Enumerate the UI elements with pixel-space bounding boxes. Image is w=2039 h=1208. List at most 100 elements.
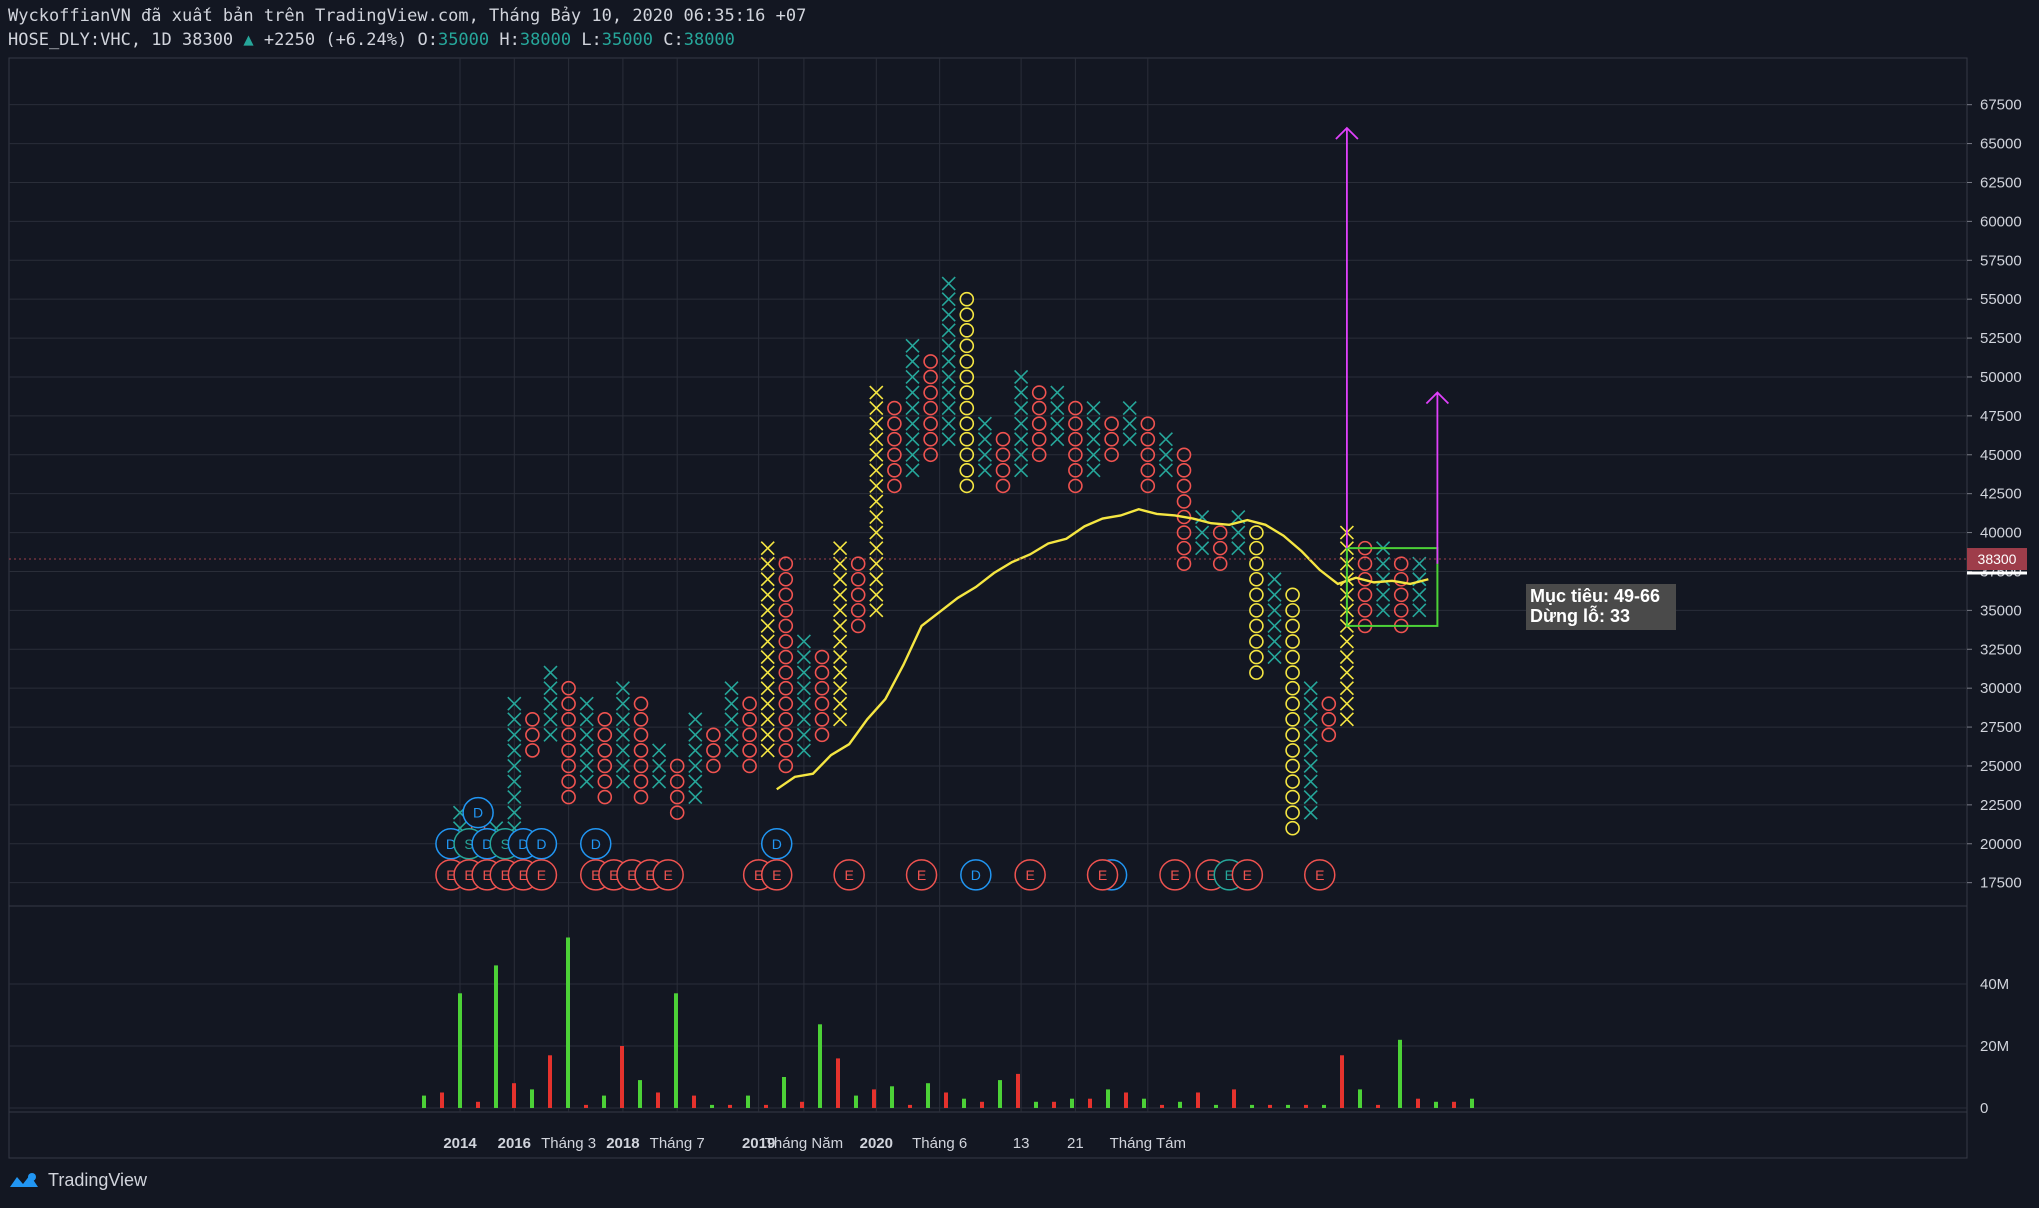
- o-mark: [959, 416, 975, 431]
- x-column: [652, 743, 667, 789]
- x-column: [833, 541, 848, 727]
- o-mark: [1068, 447, 1083, 463]
- symbol-ohlc-line: HOSE_DLY:VHC, 1D 38300 ▲ +2250 (+6.24%) …: [8, 30, 735, 50]
- tradingview-footer[interactable]: TradingView: [8, 1170, 147, 1191]
- moving-average-line: [776, 507, 1429, 791]
- event-marker-label: E: [663, 867, 672, 883]
- o-mark: [669, 805, 685, 820]
- x-column: [1412, 556, 1427, 618]
- volume-bar: [1434, 1101, 1438, 1108]
- x-mark: [1303, 727, 1318, 742]
- volume-bar: [746, 1095, 750, 1108]
- x-mark: [652, 774, 667, 789]
- o-mark: [1285, 805, 1300, 820]
- volume-tick-label: 20M: [1980, 1038, 2009, 1055]
- o-mark: [1068, 431, 1083, 447]
- volume-bar: [1016, 1073, 1020, 1108]
- x-mark: [941, 323, 956, 338]
- x-mark: [579, 696, 594, 711]
- x-mark: [905, 354, 920, 369]
- event-marker: [652, 859, 684, 891]
- o-mark: [597, 711, 613, 727]
- o-mark: [1285, 603, 1300, 618]
- x-mark: [1195, 525, 1210, 540]
- o-mark: [561, 680, 576, 696]
- o-mark: [959, 447, 975, 463]
- o-mark: [1031, 447, 1047, 463]
- o-column: [706, 727, 721, 774]
- x-mark: [579, 774, 594, 789]
- o-mark: [814, 649, 830, 665]
- x-mark: [941, 276, 956, 291]
- volume-bar: [1416, 1098, 1420, 1108]
- o-mark: [778, 587, 794, 603]
- x-mark: [615, 727, 630, 742]
- x-mark: [977, 416, 992, 431]
- price-tick-label: 30000: [1980, 680, 2022, 697]
- volume-bar: [530, 1089, 534, 1108]
- x-mark: [652, 743, 667, 758]
- volume-bar: [800, 1101, 804, 1108]
- o-mark: [633, 743, 649, 758]
- o-mark: [1321, 727, 1337, 743]
- o-mark: [1176, 525, 1192, 540]
- o-mark: [1393, 571, 1409, 587]
- o-column: [742, 696, 757, 774]
- o-mark: [923, 354, 938, 369]
- x-mark: [1303, 681, 1318, 696]
- x-mark: [1231, 541, 1246, 556]
- x-column: [1376, 541, 1391, 618]
- x-mark: [1376, 587, 1391, 602]
- event-marker-label: E: [1225, 867, 1234, 883]
- o-mark: [778, 649, 794, 665]
- x-mark: [1339, 649, 1354, 665]
- x-mark: [1014, 401, 1029, 416]
- x-mark: [869, 494, 884, 509]
- x-mark: [1086, 401, 1101, 416]
- price-tick-label: 57500: [1980, 252, 2022, 269]
- x-column: [615, 681, 630, 789]
- o-mark: [1140, 431, 1156, 447]
- x-mark: [507, 790, 522, 805]
- o-mark: [923, 447, 938, 463]
- x-mark: [905, 432, 920, 447]
- o-mark: [887, 400, 902, 416]
- o-mark: [633, 696, 649, 712]
- open-value: 35000: [437, 30, 490, 50]
- o-mark: [597, 743, 613, 758]
- o-mark: [814, 665, 830, 680]
- x-mark: [724, 696, 739, 711]
- event-marker: [1159, 859, 1191, 891]
- high-value: 38000: [519, 30, 572, 50]
- x-mark: [1014, 369, 1029, 385]
- o-mark: [1176, 447, 1192, 463]
- o-mark: [778, 758, 794, 774]
- x-mark: [579, 743, 594, 758]
- x-mark: [579, 712, 594, 727]
- x-mark: [941, 385, 956, 400]
- event-marker-label: E: [446, 867, 455, 883]
- x-mark: [869, 463, 884, 478]
- volume-bar: [584, 1104, 588, 1108]
- o-column: [1140, 416, 1156, 494]
- volume-tick-label: 40M: [1980, 976, 2009, 993]
- x-mark: [869, 541, 884, 556]
- o-mark: [561, 774, 576, 789]
- x-mark: [507, 758, 522, 774]
- o-mark: [669, 789, 685, 805]
- volume-bar: [1470, 1098, 1474, 1108]
- o-mark: [814, 680, 830, 696]
- o-column: [669, 758, 685, 820]
- volume-bar: [728, 1104, 732, 1108]
- x-mark: [833, 572, 848, 587]
- volume-bar: [548, 1055, 552, 1108]
- close-label: C:: [663, 30, 684, 50]
- x-mark: [1267, 618, 1282, 633]
- o-mark: [1140, 478, 1156, 494]
- o-mark: [778, 556, 794, 571]
- x-mark: [760, 681, 775, 696]
- event-marker-label: E: [591, 867, 600, 883]
- o-mark: [1249, 587, 1264, 603]
- volume-bar: [908, 1104, 912, 1108]
